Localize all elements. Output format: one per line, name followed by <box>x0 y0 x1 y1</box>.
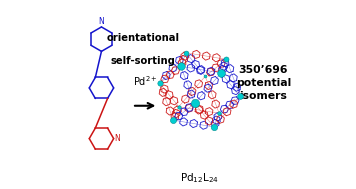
Text: Pd$_{12}$L$_{24}$: Pd$_{12}$L$_{24}$ <box>180 171 220 184</box>
Text: Pd$^{2+}$: Pd$^{2+}$ <box>133 74 157 88</box>
Text: N: N <box>114 134 120 143</box>
Text: 350’696
potential
isomers: 350’696 potential isomers <box>236 65 291 101</box>
Text: self-sorting: self-sorting <box>111 56 176 66</box>
Text: orientational: orientational <box>107 33 180 43</box>
Text: N: N <box>99 17 104 26</box>
